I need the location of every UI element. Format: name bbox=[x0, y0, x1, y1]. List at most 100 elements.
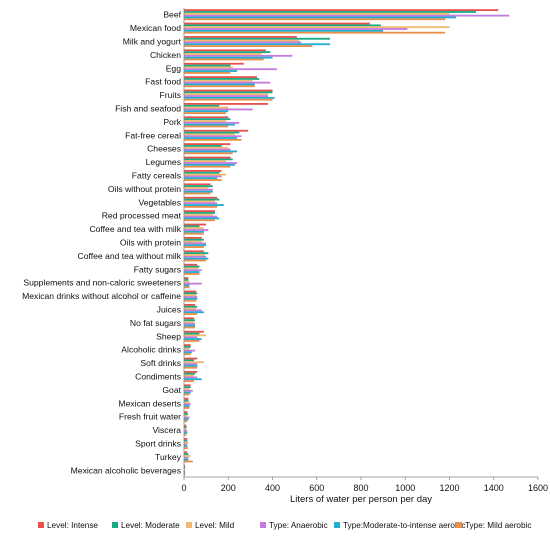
bar bbox=[184, 458, 189, 461]
bar bbox=[184, 31, 446, 34]
category-label: Mexican drinks without alcohol or caffei… bbox=[22, 291, 181, 301]
bar bbox=[184, 64, 231, 67]
legend-label: Type:Moderate-to-intense aerobic bbox=[343, 521, 465, 530]
bar bbox=[184, 294, 197, 297]
bar bbox=[184, 455, 191, 457]
bar bbox=[184, 280, 190, 283]
x-tick-label: 400 bbox=[265, 483, 280, 493]
bar bbox=[184, 332, 200, 335]
bar bbox=[184, 37, 331, 40]
bar bbox=[184, 399, 189, 402]
bar bbox=[184, 137, 238, 139]
bar bbox=[184, 317, 194, 320]
bar bbox=[184, 311, 204, 314]
bar bbox=[184, 357, 198, 360]
category-label: Juices bbox=[157, 305, 181, 315]
bar bbox=[184, 204, 224, 206]
bar bbox=[184, 12, 450, 15]
bar bbox=[184, 443, 188, 446]
bar bbox=[184, 185, 213, 188]
bar bbox=[184, 426, 187, 429]
bar bbox=[184, 336, 198, 339]
bar bbox=[184, 54, 293, 57]
bar bbox=[184, 265, 200, 268]
bar bbox=[184, 324, 196, 327]
legend-label: Level: Moderate bbox=[121, 521, 180, 530]
bar bbox=[184, 215, 218, 218]
bar bbox=[184, 321, 194, 323]
bar bbox=[184, 376, 198, 379]
bar bbox=[184, 83, 255, 86]
bar bbox=[184, 313, 198, 315]
category-label: Fruits bbox=[160, 90, 181, 100]
bar bbox=[184, 406, 190, 409]
x-axis-label: Liters of water per person per day bbox=[290, 494, 432, 505]
bar bbox=[184, 240, 202, 243]
bar bbox=[184, 187, 209, 189]
bar bbox=[184, 279, 189, 281]
x-tick-label: 1600 bbox=[528, 483, 548, 493]
category-label: Fatty sugars bbox=[134, 264, 181, 274]
legend-swatch bbox=[334, 522, 340, 528]
bar bbox=[184, 104, 220, 107]
bar bbox=[184, 439, 188, 442]
bar bbox=[184, 85, 255, 88]
bar bbox=[184, 277, 189, 280]
bar bbox=[184, 143, 231, 146]
bar bbox=[184, 62, 244, 65]
bar bbox=[184, 135, 242, 138]
bar bbox=[184, 89, 273, 92]
category-label: Turkey bbox=[155, 452, 182, 462]
bar bbox=[184, 338, 202, 340]
category-label: Sheep bbox=[156, 331, 181, 341]
bar bbox=[184, 11, 477, 13]
bar bbox=[184, 282, 202, 285]
category-label: Mexican food bbox=[130, 23, 181, 33]
bar bbox=[184, 299, 197, 302]
bar bbox=[184, 255, 207, 258]
bar bbox=[184, 29, 384, 32]
bar bbox=[184, 36, 297, 38]
bar bbox=[184, 411, 188, 414]
bar bbox=[184, 347, 190, 350]
bar bbox=[184, 200, 215, 203]
bar bbox=[184, 472, 186, 474]
bar bbox=[184, 45, 313, 47]
category-label: Fresh fruit water bbox=[119, 412, 181, 422]
bar bbox=[184, 26, 450, 29]
bar bbox=[184, 76, 258, 79]
bar bbox=[184, 380, 194, 382]
bars bbox=[184, 9, 510, 476]
bar bbox=[184, 108, 253, 111]
bar bbox=[184, 131, 240, 134]
bar bbox=[184, 219, 215, 222]
bar bbox=[184, 227, 204, 230]
x-tick-label: 800 bbox=[353, 483, 368, 493]
bar bbox=[184, 364, 198, 367]
bar bbox=[184, 353, 191, 356]
bar bbox=[184, 14, 510, 17]
bar bbox=[184, 322, 196, 325]
bar bbox=[184, 309, 202, 312]
bar bbox=[184, 254, 206, 256]
bar bbox=[184, 252, 209, 255]
category-label: Viscera bbox=[152, 425, 181, 435]
bar bbox=[184, 121, 240, 124]
x-tick-label: 600 bbox=[309, 483, 324, 493]
category-label: No fat sugars bbox=[130, 318, 181, 328]
bar bbox=[184, 286, 190, 289]
bar bbox=[184, 319, 196, 322]
bar bbox=[184, 292, 198, 295]
bar bbox=[184, 361, 204, 364]
bar bbox=[184, 349, 196, 352]
category-label: Oils without protein bbox=[108, 184, 181, 194]
bar bbox=[184, 473, 186, 476]
bar bbox=[184, 339, 200, 342]
bar bbox=[184, 163, 235, 166]
bar bbox=[184, 397, 189, 400]
bar bbox=[184, 118, 231, 121]
bar bbox=[184, 125, 229, 128]
bar bbox=[184, 138, 242, 141]
bar bbox=[184, 464, 186, 467]
bar bbox=[184, 290, 197, 293]
